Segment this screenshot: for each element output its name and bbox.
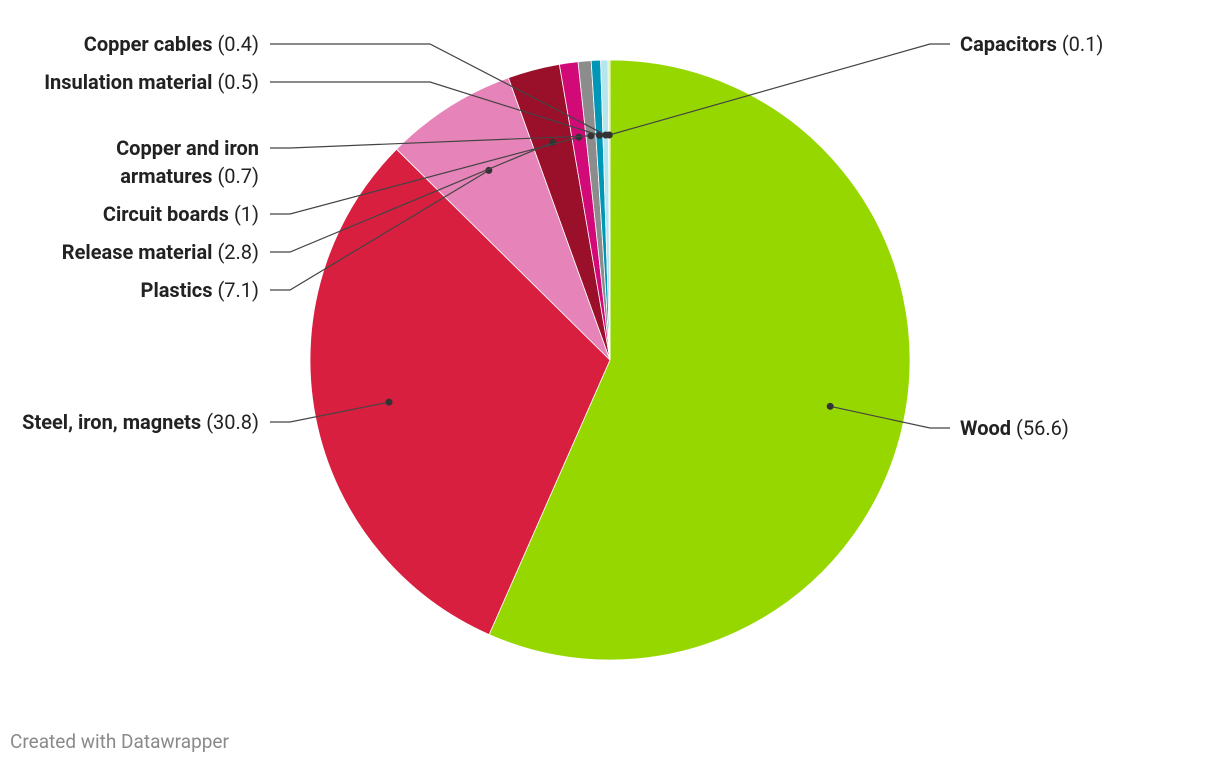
leader-dot bbox=[826, 402, 834, 410]
leader-dot bbox=[605, 131, 613, 139]
slice-value: (1) bbox=[233, 202, 259, 226]
slice-label: Wood (56.6) bbox=[960, 414, 1069, 442]
slice-label: Copper and iron armatures (0.7) bbox=[69, 134, 259, 190]
leader-line bbox=[609, 43, 950, 136]
slice-value: (0.5) bbox=[217, 70, 259, 94]
slice-name: Copper cables bbox=[83, 32, 213, 56]
leader-dot bbox=[385, 398, 393, 406]
slice-label: Release material (2.8) bbox=[62, 238, 259, 266]
slice-label: Plastics (7.1) bbox=[141, 276, 259, 304]
pie-slice bbox=[309, 148, 611, 636]
slice-label: Capacitors (0.1) bbox=[960, 30, 1103, 58]
slice-label: Copper cables (0.4) bbox=[84, 30, 259, 58]
leader-dot bbox=[595, 131, 603, 139]
slice-value: (0.4) bbox=[217, 32, 259, 56]
leader-line bbox=[270, 81, 600, 136]
slice-name: Capacitors bbox=[960, 32, 1057, 56]
slice-name: Wood bbox=[960, 416, 1012, 440]
slice-name: Copper and iron armatures bbox=[116, 136, 259, 188]
leader-line bbox=[270, 401, 390, 423]
slice-name: Plastics bbox=[140, 278, 213, 302]
slice-name: Circuit boards bbox=[102, 202, 229, 226]
slice-value: (0.7) bbox=[217, 164, 259, 188]
leader-line bbox=[270, 43, 607, 136]
slice-value: (30.8) bbox=[206, 410, 259, 434]
slice-name: Insulation material bbox=[44, 70, 213, 94]
slice-name: Steel, iron, magnets bbox=[22, 410, 202, 434]
slice-value: (56.6) bbox=[1016, 416, 1069, 440]
slice-name: Release material bbox=[61, 240, 213, 264]
slice-label: Steel, iron, magnets (30.8) bbox=[19, 408, 259, 436]
slice-value: (7.1) bbox=[217, 278, 259, 302]
leader-line bbox=[830, 405, 950, 429]
slice-value: (0.1) bbox=[1061, 32, 1104, 56]
footer: Created with Datawrapper bbox=[10, 730, 229, 753]
pie-slice bbox=[395, 77, 611, 361]
slice-label: Circuit boards (1) bbox=[103, 200, 259, 228]
leader-dot bbox=[587, 132, 595, 140]
leader-line bbox=[270, 136, 580, 215]
leader-line bbox=[270, 169, 490, 291]
leader-line bbox=[270, 141, 553, 253]
leader-dot bbox=[575, 133, 583, 141]
slice-label: Insulation material (0.5) bbox=[29, 68, 259, 96]
leader-line bbox=[270, 135, 591, 149]
slice-value: (2.8) bbox=[217, 240, 259, 264]
